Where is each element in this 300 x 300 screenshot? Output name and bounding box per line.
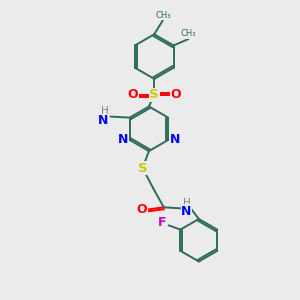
Text: CH₃: CH₃ (155, 11, 171, 20)
Text: N: N (169, 134, 180, 146)
Text: N: N (118, 134, 128, 146)
Text: O: O (136, 203, 147, 216)
Text: S: S (149, 88, 159, 101)
Text: H: H (183, 198, 190, 208)
Text: S: S (138, 161, 147, 175)
Text: CH₃: CH₃ (181, 29, 196, 38)
Text: H: H (101, 106, 109, 116)
Text: N: N (98, 114, 108, 127)
Text: N: N (181, 205, 192, 218)
Text: O: O (127, 88, 138, 101)
Text: O: O (171, 88, 181, 101)
Text: F: F (158, 216, 166, 229)
